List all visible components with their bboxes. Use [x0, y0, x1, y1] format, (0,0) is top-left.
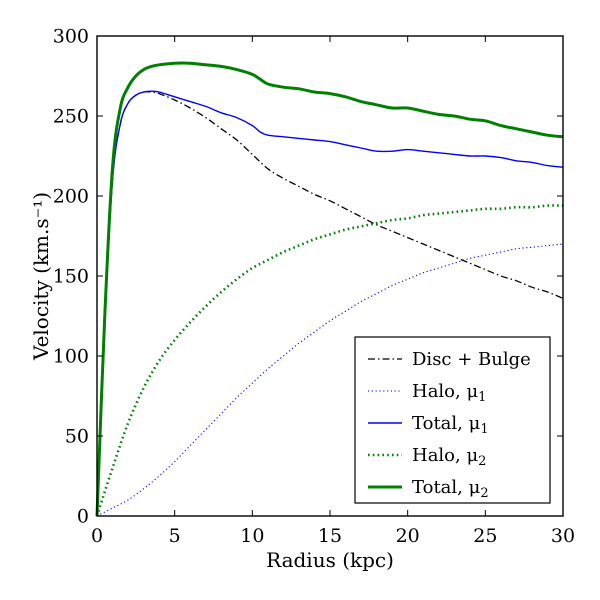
legend-label-disc-bulge: Disc + Bulge	[412, 349, 531, 370]
series-line-halo-mu1	[96, 243, 564, 517]
x-tick-label: 0	[91, 525, 103, 547]
legend-label-total-mu2: Total, μ2	[412, 477, 489, 501]
y-tick-label: 50	[65, 426, 89, 448]
x-axis-label: Radius (kpc)	[266, 548, 394, 572]
y-tick-label: 200	[53, 186, 89, 208]
x-tick-label: 20	[396, 525, 420, 547]
series-line-total-mu2	[95, 61, 564, 517]
y-tick-label: 100	[53, 346, 89, 368]
legend-frame	[354, 336, 551, 504]
series-line-halo-mu2	[95, 204, 564, 517]
y-axis-label: Velocity (km.s⁻¹)	[29, 192, 53, 361]
legend-label-total-mu1: Total, μ1	[412, 413, 489, 437]
legend-label-halo-mu2: Halo, μ2	[412, 445, 486, 469]
x-tick-label: 30	[551, 525, 575, 547]
x-tick-label: 25	[473, 525, 497, 547]
series-layer	[95, 61, 564, 517]
legend-label-halo-mu1: Halo, μ1	[412, 381, 486, 405]
y-tick-label: 250	[53, 106, 89, 128]
x-tick-label: 15	[318, 525, 342, 547]
x-tick-label: 5	[169, 525, 181, 547]
y-tick-label: 150	[53, 266, 89, 288]
y-tick-label: 0	[77, 506, 89, 528]
series-line-total-mu1	[96, 90, 564, 517]
x-tick-label: 10	[240, 525, 264, 547]
y-tick-label: 300	[53, 26, 89, 48]
legend: Disc + Bulge Halo, μ1 Total, μ1 Halo, μ2 Tot…	[354, 336, 551, 504]
